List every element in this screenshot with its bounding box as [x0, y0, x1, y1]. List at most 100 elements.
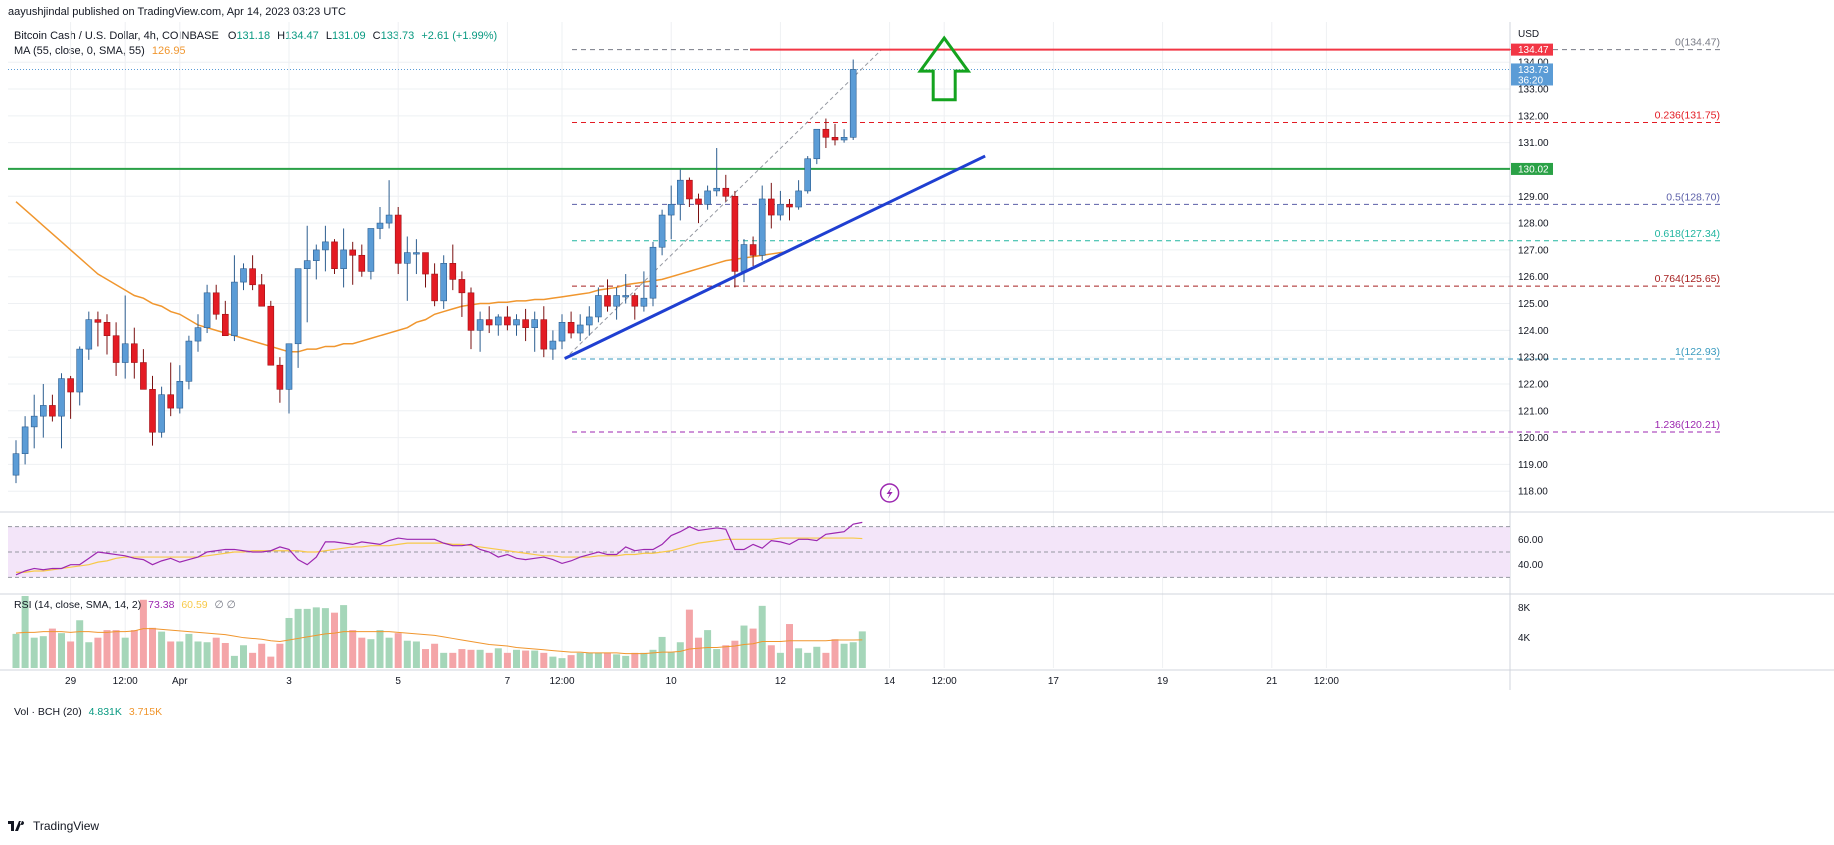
candle-body: [822, 128, 830, 138]
volume-bar: [622, 655, 630, 668]
volume-bar: [640, 652, 648, 668]
volume-bar: [567, 655, 575, 668]
time-tick-label: 10: [666, 676, 678, 687]
volume-bar: [713, 649, 721, 668]
candle-body: [303, 260, 311, 269]
price-tick-label: 128.00: [1518, 219, 1549, 230]
price-tick-label: 126.00: [1518, 272, 1549, 283]
fib-label-0.236: 0.236(131.75): [1655, 110, 1720, 122]
candle-body: [331, 241, 338, 269]
price-tick-label: 121.00: [1518, 406, 1549, 417]
candle-body: [240, 268, 247, 283]
change-value: +2.61 (+1.99%): [421, 30, 498, 42]
candle-body: [349, 249, 357, 256]
volume-bar: [749, 628, 757, 668]
volume-bar: [704, 630, 712, 668]
volume-bar: [312, 607, 320, 668]
candle-body: [49, 405, 56, 417]
ma-label[interactable]: MA (55, close, 0, SMA, 55): [14, 45, 145, 57]
rsi-label[interactable]: RSI (14, close, SMA, 14, 2): [14, 599, 142, 611]
volume-bar: [276, 643, 284, 668]
axes: USD 118.00 119.00 120.00 121.00 122.00 123.00 1…: [65, 29, 1553, 687]
candle-body: [58, 378, 65, 417]
price-tick-label: 125.00: [1518, 299, 1549, 310]
bullish-arrow: [917, 35, 972, 102]
candle-body: [258, 284, 266, 307]
candle-body: [731, 195, 739, 272]
volume-ma-line: [15, 628, 863, 655]
candle-body: [549, 340, 557, 350]
candle-body: [695, 198, 702, 205]
candle-body: [467, 292, 475, 331]
open-label: O: [227, 30, 237, 42]
volume-bar: [285, 617, 293, 668]
price-tick-label: 133.00: [1518, 85, 1549, 96]
candle-body: [413, 252, 420, 255]
volume-bar: [549, 656, 557, 668]
candle-body: [576, 324, 584, 334]
volume-bar: [221, 642, 229, 668]
volume-bar: [422, 649, 429, 668]
volume-label[interactable]: Vol · BCH (20): [14, 706, 82, 718]
time-tick-label: 17: [1048, 676, 1060, 687]
price-tick-label: 129.00: [1518, 192, 1549, 203]
volume-bar: [167, 641, 175, 668]
ma-line: [15, 201, 790, 353]
candle-body: [431, 273, 438, 302]
volume-pane: [12, 596, 866, 668]
volume-bar: [249, 652, 257, 668]
candle-body: [567, 322, 575, 334]
volume-bar: [376, 630, 384, 668]
candle-body: [613, 295, 620, 307]
rsi-value: 73.38: [148, 599, 175, 611]
candle-body: [103, 322, 111, 337]
fib-diagonal: [564, 49, 882, 360]
volume-bar: [503, 652, 511, 668]
footer-brand-text: TradingView: [33, 819, 100, 833]
volume-bar: [94, 637, 102, 668]
volume-bar: [121, 637, 129, 668]
volume-bar: [403, 640, 411, 668]
candle-body: [558, 322, 566, 342]
price-tick-label: 118.00: [1518, 487, 1548, 498]
candle-body: [449, 263, 457, 280]
candle-body: [476, 319, 484, 331]
volume-bar: [731, 640, 739, 668]
rsi-extra: ∅ ∅: [214, 599, 236, 611]
candle-body: [804, 158, 812, 192]
time-tick-label: 14: [884, 676, 896, 687]
candle-body: [212, 292, 220, 315]
candle-body: [676, 179, 684, 205]
rsi-ma-line: [16, 537, 863, 573]
candle-body: [849, 69, 857, 138]
volume-bar: [48, 628, 56, 668]
symbol-name[interactable]: Bitcoin Cash / U.S. Dollar, 4h, COINBASE: [14, 30, 219, 42]
volume-bar: [12, 633, 20, 668]
footer-brand[interactable]: TradingView: [8, 819, 99, 833]
high-value: 134.47: [285, 30, 319, 42]
candle-body: [622, 295, 630, 298]
volume-bar: [30, 637, 38, 668]
volume-bar: [240, 645, 247, 668]
volume-bar: [649, 649, 657, 668]
volume-bar: [103, 630, 111, 668]
volume-bar: [831, 639, 839, 668]
price-tick-label: 120.00: [1518, 433, 1549, 444]
candle-body: [322, 241, 329, 251]
candle-body: [840, 136, 848, 141]
volume-bar: [531, 650, 539, 668]
candle-body: [121, 343, 129, 363]
candle-body: [585, 316, 593, 326]
volume-bar: [722, 645, 730, 668]
volume-bar: [767, 645, 775, 668]
candle-body: [713, 187, 721, 192]
candle-body: [777, 204, 784, 216]
currency-label: USD: [1518, 29, 1539, 40]
volume-value: 4.831K: [88, 706, 122, 718]
candle-body: [595, 295, 602, 318]
ma-value: 126.95: [151, 45, 186, 57]
volume-bar: [786, 624, 793, 668]
candle-body: [276, 364, 284, 390]
volume-bar: [540, 652, 548, 668]
